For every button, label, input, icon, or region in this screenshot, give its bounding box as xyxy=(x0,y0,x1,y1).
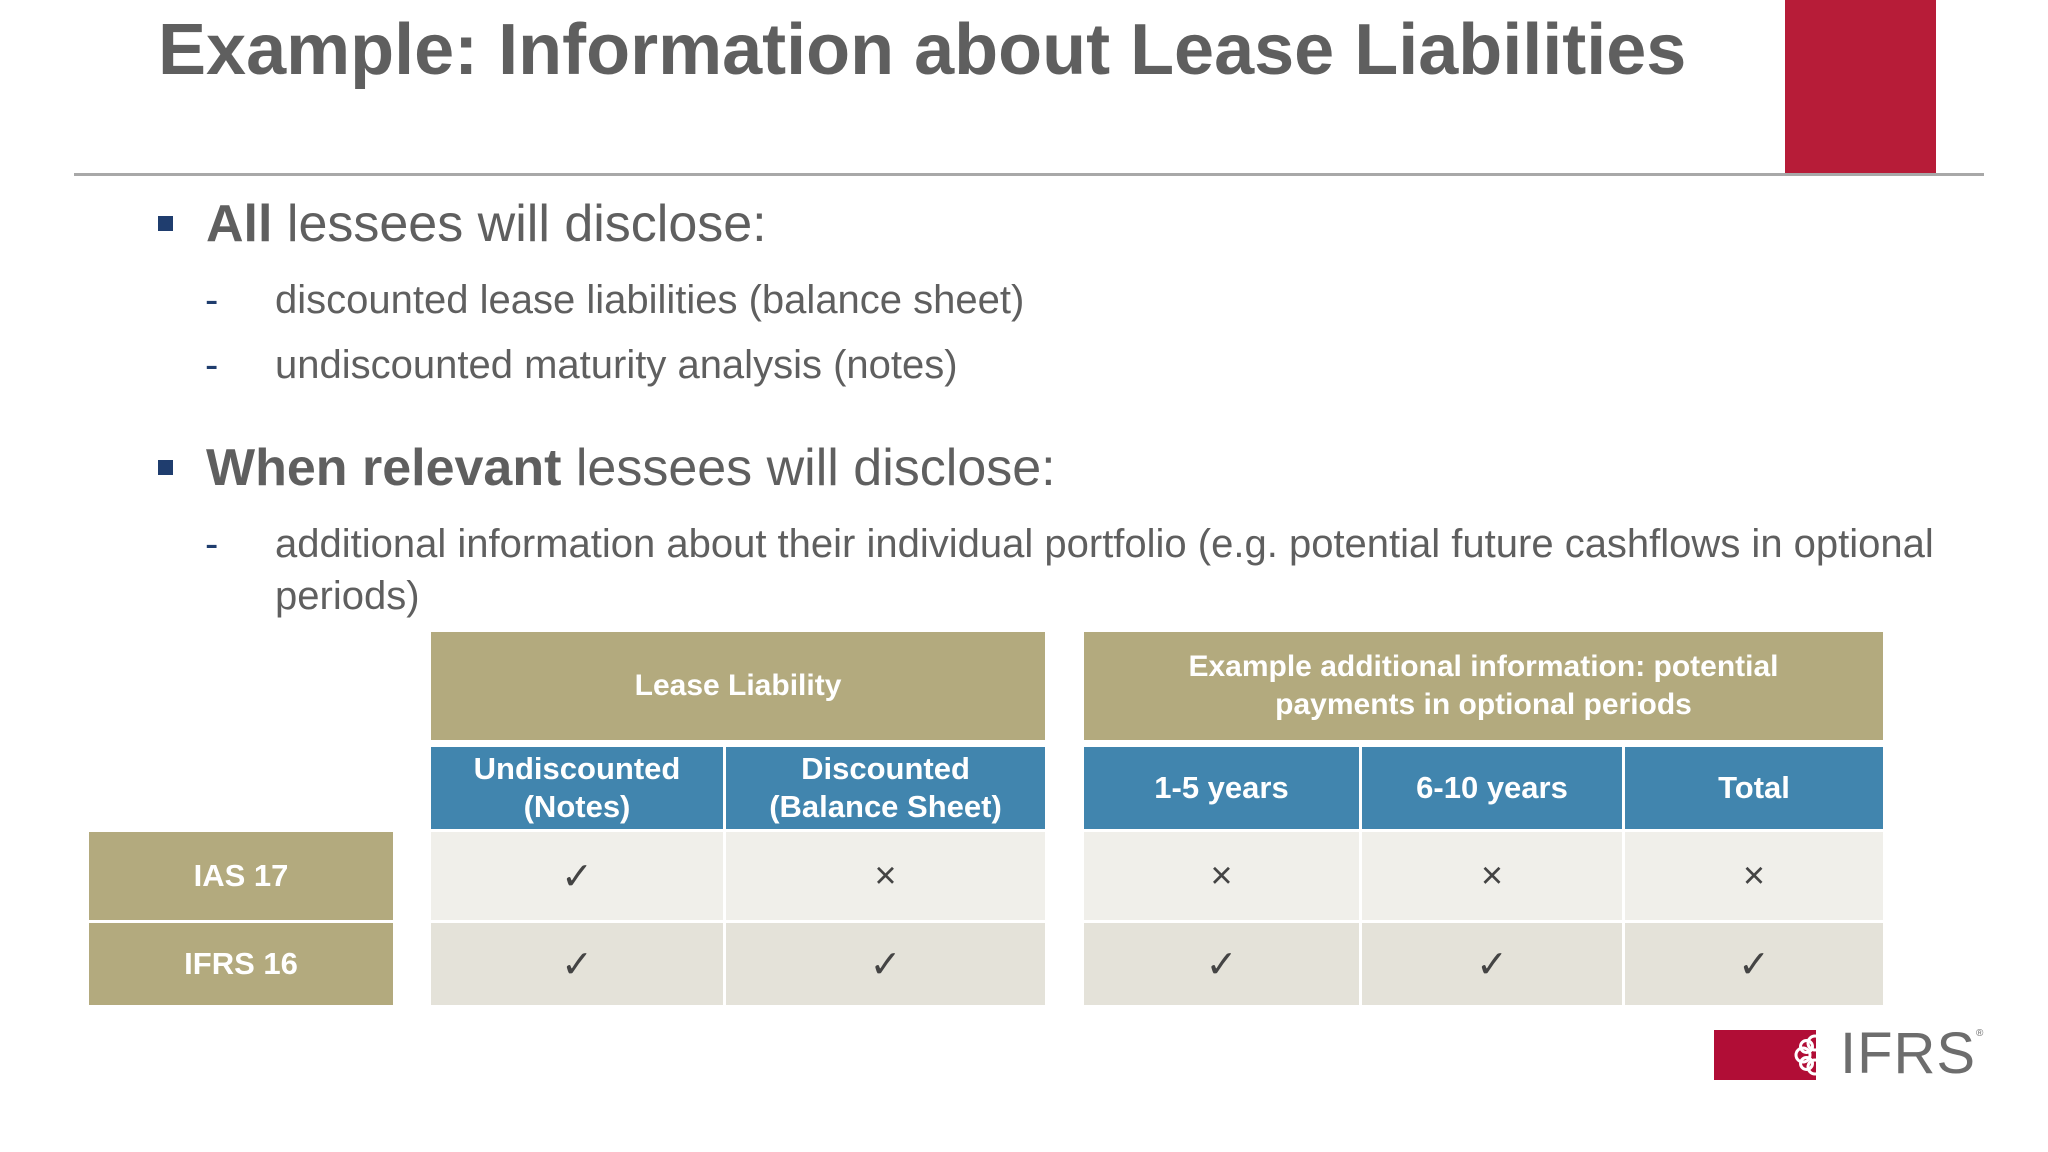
row-label-ifrs-16: IFRS 16 xyxy=(89,923,393,1005)
check-icon: ✓ xyxy=(1362,923,1622,1005)
check-icon: ✓ xyxy=(431,923,723,1005)
check-icon: ✓ xyxy=(726,923,1045,1005)
bullet-bold: When relevant xyxy=(206,439,562,497)
row-label-ias-17: IAS 17 xyxy=(89,832,393,920)
slide-title: Example: Information about Lease Liabili… xyxy=(158,10,1687,90)
check-icon: ✓ xyxy=(1084,923,1359,1005)
logo-registered-mark: ® xyxy=(1976,1028,1984,1039)
title-divider xyxy=(74,173,1984,176)
dash-marker: - xyxy=(205,278,219,322)
bullet-rest: lessees will disclose: xyxy=(272,195,767,253)
square-bullet-icon xyxy=(158,216,173,231)
column-header-1-5-years: 1-5 years xyxy=(1084,747,1359,829)
bullet-rest: lessees will disclose: xyxy=(561,439,1056,497)
bullet-text: When relevant lessees will disclose: xyxy=(206,438,1056,498)
bullet-bold: All xyxy=(206,195,273,253)
cross-icon: × xyxy=(1625,832,1883,920)
ifrs-logo: IFRS ® xyxy=(1714,1022,1984,1086)
logo-red-bar xyxy=(1714,1030,1816,1080)
cross-icon: × xyxy=(1084,832,1359,920)
dash-marker: - xyxy=(205,522,219,566)
sub-bullet-text: undiscounted maturity analysis (notes) xyxy=(275,343,958,387)
column-header-total: Total xyxy=(1625,747,1883,829)
cross-icon: × xyxy=(726,832,1045,920)
sub-bullet-text: additional information about their indiv… xyxy=(275,522,1934,618)
group-header-lease-liability: Lease Liability xyxy=(431,632,1045,740)
column-header-6-10-years: 6-10 years xyxy=(1362,747,1622,829)
square-bullet-icon xyxy=(158,460,173,475)
column-header-discounted: Discounted (Balance Sheet) xyxy=(726,747,1045,829)
dash-marker: - xyxy=(205,343,219,387)
group-header-additional-info: Example additional information: potentia… xyxy=(1084,632,1883,740)
bullet-text: All lessees will disclose: xyxy=(206,194,767,254)
logo-wordmark: IFRS xyxy=(1840,1021,1977,1086)
ifrs-flower-icon xyxy=(1794,1034,1836,1076)
column-header-undiscounted: Undiscounted (Notes) xyxy=(431,747,723,829)
red-accent-block xyxy=(1785,0,1936,175)
cross-icon: × xyxy=(1362,832,1622,920)
check-icon: ✓ xyxy=(431,832,723,920)
check-icon: ✓ xyxy=(1625,923,1883,1005)
sub-bullet-text: discounted lease liabilities (balance sh… xyxy=(275,278,1025,322)
